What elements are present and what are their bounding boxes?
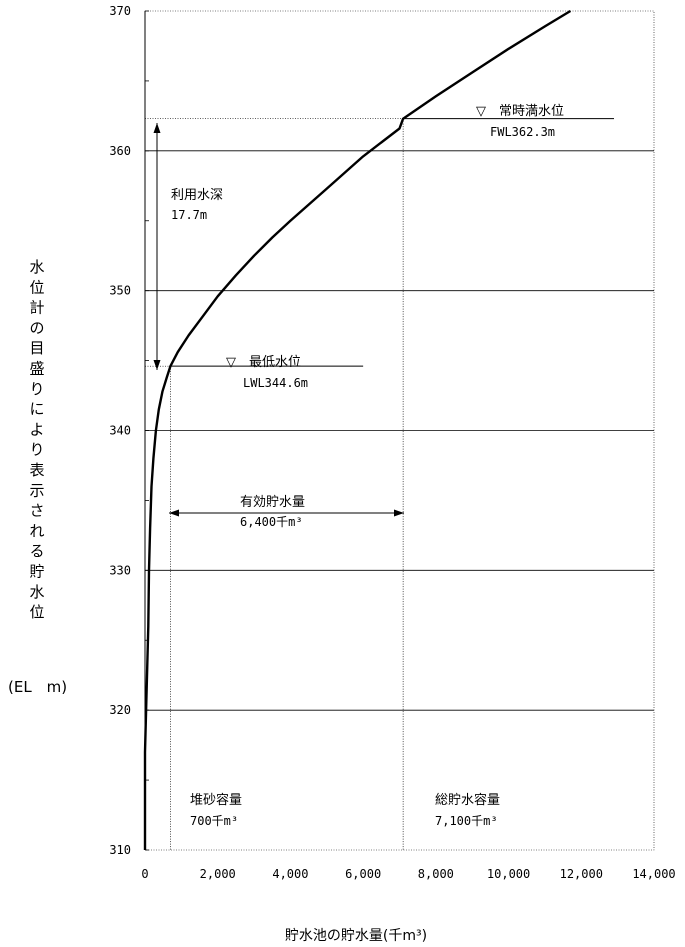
y-axis-title-char: さ [29,502,44,520]
x-tick-label: 14,000 [632,867,675,881]
sediment-capacity-value-label: 700千m³ [190,814,238,828]
x-tick-label: 2,000 [200,867,236,881]
x-tick-label: 8,000 [418,867,454,881]
lwl-name-label: ▽ 最低水位 [226,355,301,370]
y-axis-title-char: 位 [29,278,44,296]
y-axis-title-char: 計 [29,299,44,317]
effective-storage-arrow [169,509,404,517]
plot-frame [144,10,655,851]
sediment-capacity-name-label: 堆砂容量 [190,792,242,808]
y-tick-label: 360 [109,144,131,158]
y-axis-title-char: 水 [29,583,44,601]
y-axis-title-char: 水 [29,258,44,276]
y-axis-title-char: の [29,319,44,337]
y-axis-title-char: 位 [29,603,44,621]
y-axis-title-char: り [29,380,44,398]
y-tick-label: 340 [109,424,131,438]
y-axis-title-char: 貯 [29,563,44,581]
total-capacity-value-label: 7,100千m³ [435,814,498,828]
fwl-name-label: ▽ 常時満水位 [476,104,564,119]
total-capacity-name-label: 総貯水容量 [435,792,500,808]
y-tick-label: 310 [109,843,131,857]
y-tick-label: 330 [109,563,131,577]
y-tick-label: 350 [109,284,131,298]
storage-curve-line [143,9,572,850]
y-tick-label: 320 [109,703,131,717]
y-axis-title-char: 目 [29,339,44,357]
y-axis-title-char: 表 [29,461,44,479]
x-tick-label: 4,000 [272,867,308,881]
usable-depth-arrow [153,123,161,370]
horizontal-gridlines [145,150,654,711]
x-tick-labels: 0 2,000 4,000 6,000 8,000 10,000 12,000 14,000 [141,867,675,881]
y-axis-title-char: 示 [29,481,44,499]
y-axis-title-char: れ [29,522,44,540]
usable-depth-value-label: 17.7m [171,208,207,222]
y-axis-title-char: る [29,542,44,560]
y-axis-unit: (EL m) [8,678,67,696]
effective-storage-value-label: 6,400千m³ [240,515,303,529]
x-tick-label: 12,000 [560,867,603,881]
fwl-value-label: FWL362.3m [490,125,555,139]
lwl-value-label: LWL344.6m [243,376,308,390]
x-tick-label: 6,000 [345,867,381,881]
y-axis-title-char: に [29,400,44,418]
x-tick-label: 10,000 [487,867,530,881]
y-axis-title-char: り [29,441,44,459]
effective-storage-name-label: 有効貯水量 [240,495,305,510]
x-tick-label: 0 [141,867,148,881]
x-axis-title: 貯水池の貯水量(千m³) [285,928,427,944]
usable-depth-name-label: 利用水深 [171,188,223,203]
y-axis-title-char: よ [29,420,44,438]
y-tick-label: 370 [109,4,131,18]
y-tick-labels: 310 320 330 340 350 360 370 [109,4,131,857]
y-axis-title-char: 盛 [29,360,44,378]
